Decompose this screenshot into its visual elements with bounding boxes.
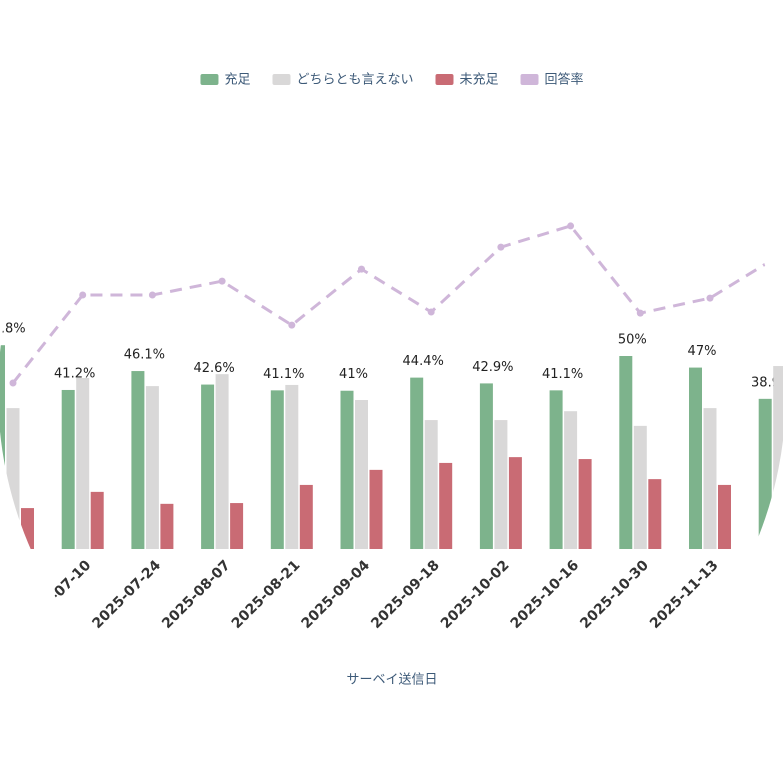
bar — [564, 411, 578, 549]
bar — [369, 469, 383, 549]
plot: サーベイ送信日 52.8% 41.2% 46.1% 42.6% 41.1% 41% 44.4… — [0, 72, 783, 688]
bar — [703, 408, 717, 549]
value-label: 41% — [339, 367, 368, 382]
legend-swatch — [435, 74, 454, 85]
legend-label: 充足 — [224, 72, 250, 88]
value-label: 42.6% — [193, 361, 234, 376]
bar — [494, 420, 508, 549]
line-point — [497, 243, 505, 251]
bar — [508, 457, 522, 549]
line-point — [636, 309, 644, 317]
line-point — [79, 291, 87, 299]
bar — [578, 459, 592, 549]
bar — [145, 386, 159, 549]
bar — [21, 508, 34, 549]
x-axis-title: サーベイ送信日 — [346, 673, 437, 688]
bar — [549, 390, 563, 549]
value-label: 41.2% — [54, 366, 95, 381]
bar — [76, 378, 90, 549]
line-point — [567, 222, 575, 230]
legend-swatch — [520, 74, 539, 85]
bar — [689, 367, 702, 549]
bar — [61, 389, 75, 549]
x-tick-label: 2025-08-21 — [229, 557, 304, 632]
x-tick-label: 2025-10-02 — [438, 557, 513, 632]
legend-swatch — [200, 74, 219, 85]
bar — [270, 390, 284, 549]
line-point — [358, 265, 365, 273]
bar — [355, 400, 368, 549]
legend-label: どちらとも言えない — [296, 73, 413, 88]
bar — [410, 377, 424, 549]
bar — [773, 366, 783, 549]
bar — [215, 374, 229, 549]
bar — [131, 371, 145, 549]
x-tick-label: 2025-10-16 — [508, 557, 583, 632]
x-tick-label: 2025-09-18 — [368, 557, 443, 632]
bar — [439, 462, 453, 549]
legend: 充足 どちらとも言えない 未充足 回答率 — [200, 72, 584, 88]
line-point — [148, 291, 156, 299]
line-point — [776, 251, 783, 259]
bar — [0, 345, 5, 549]
line-point — [288, 321, 296, 329]
bar — [648, 479, 662, 549]
bar — [201, 384, 215, 549]
line-point — [427, 308, 435, 316]
bar — [299, 484, 313, 549]
x-tick-label: 2025-08-07 — [159, 557, 234, 632]
x-tick-label: 2025-09-04 — [299, 557, 374, 632]
value-label: 46.1% — [124, 348, 165, 363]
value-label: 47% — [688, 344, 717, 359]
bar — [285, 384, 299, 549]
bar — [633, 425, 647, 549]
value-label: 52.8% — [0, 322, 26, 337]
legend-label: 回答率 — [545, 72, 584, 88]
value-label: 41.1% — [263, 367, 304, 382]
value-label: 44.4% — [403, 354, 444, 369]
bar — [479, 383, 493, 549]
bar — [90, 491, 104, 549]
bar — [424, 420, 438, 549]
legend-label: 未充足 — [460, 72, 499, 88]
value-label: 50% — [618, 333, 647, 348]
x-tick-label: 2025-10-30 — [577, 557, 652, 632]
bar — [718, 484, 731, 549]
legend-swatch — [272, 74, 291, 85]
line-point — [706, 294, 714, 302]
x-tick-label: 2025-07-10 — [20, 557, 95, 632]
line-point — [218, 277, 226, 285]
x-tick-label: 2025-11-13 — [647, 557, 722, 632]
bar — [160, 503, 174, 549]
bar — [758, 398, 772, 549]
bar — [6, 408, 20, 549]
bar — [619, 356, 633, 549]
value-label: 41.1% — [542, 367, 583, 382]
x-tick-label: 2025-07-24 — [89, 557, 164, 632]
value-label: 42.9% — [472, 360, 513, 375]
line-point — [9, 379, 17, 387]
line — [11, 224, 781, 384]
bar — [340, 390, 354, 549]
bar — [230, 503, 244, 549]
